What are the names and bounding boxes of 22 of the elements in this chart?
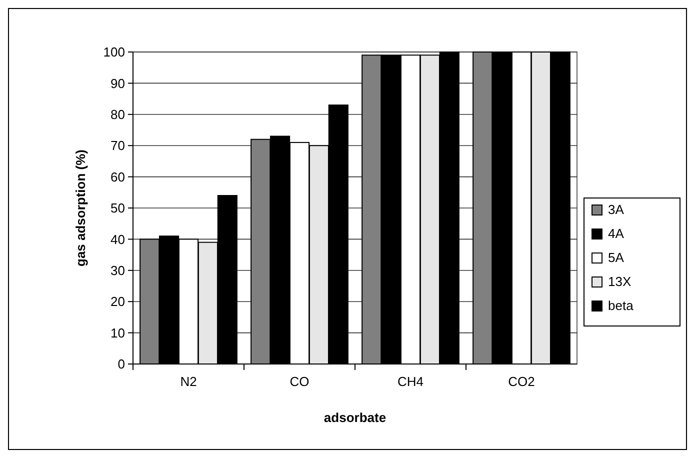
y-tick-label: 60	[110, 169, 125, 184]
y-tick-label: 20	[110, 294, 125, 310]
y-tick-label: 40	[110, 232, 125, 247]
legend-label: 13X	[608, 274, 632, 289]
y-tick-label: 0	[118, 356, 125, 372]
y-tick-label: 30	[110, 262, 125, 278]
legend-label: 4A	[608, 226, 624, 241]
y-tick-label: 80	[110, 106, 125, 122]
legend-label: beta	[608, 298, 634, 313]
y-axis-title: gas adsorption (%)	[73, 149, 88, 267]
legend-label: 3A	[608, 202, 624, 217]
legend-label: 5A	[608, 250, 624, 265]
y-tick-label: 100	[103, 44, 125, 60]
x-tick-label: CH4	[397, 374, 424, 389]
y-tick-label: 90	[110, 76, 125, 91]
x-tick-label: CO	[290, 374, 310, 389]
y-tick-label: 10	[110, 325, 125, 340]
x-tick-label: N2	[180, 374, 197, 389]
y-tick-label: 70	[110, 138, 125, 154]
y-tick-label: 50	[110, 200, 125, 216]
x-axis-title: adsorbate	[324, 410, 386, 425]
x-tick-label: CO2	[508, 374, 535, 389]
